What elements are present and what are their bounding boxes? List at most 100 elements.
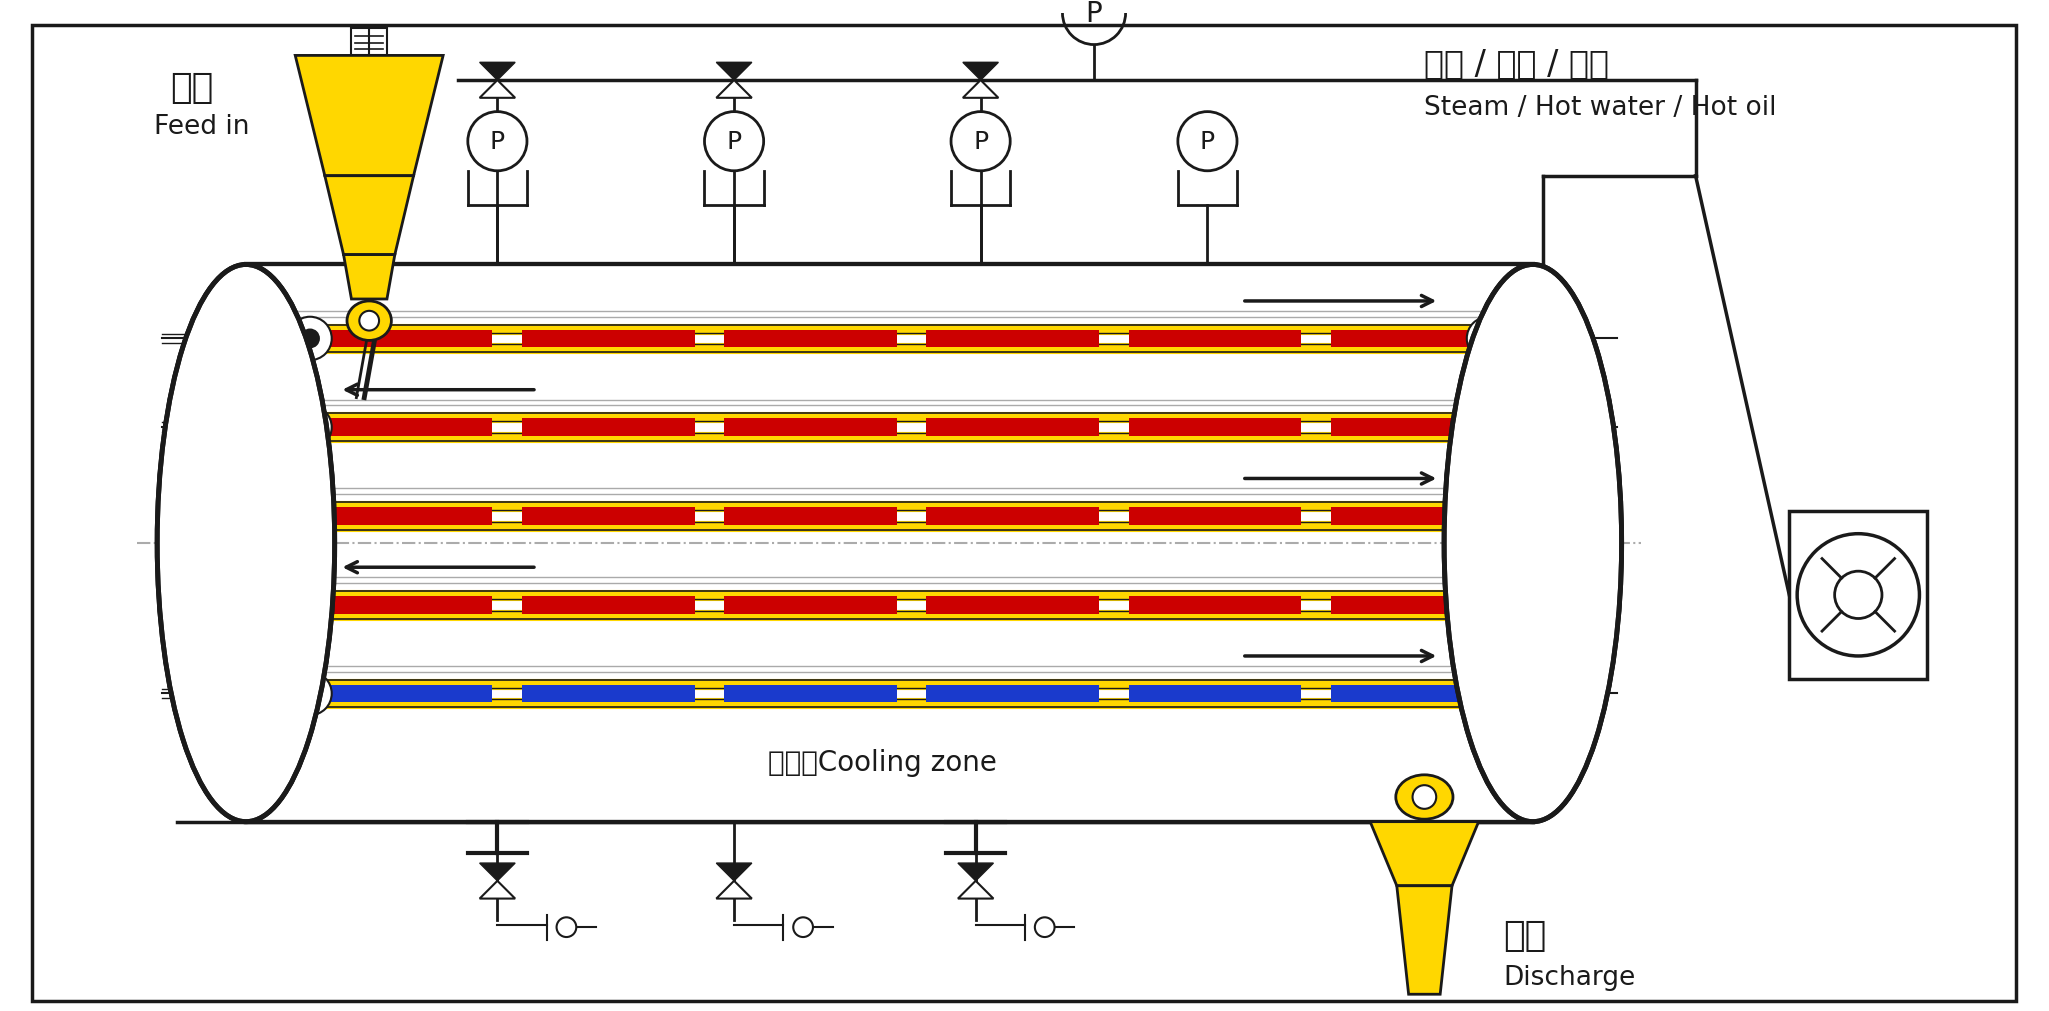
Bar (1330, 419, 1488, 437)
Ellipse shape (158, 265, 334, 822)
Circle shape (289, 672, 332, 716)
Circle shape (1035, 917, 1055, 937)
Polygon shape (479, 881, 514, 899)
Text: P: P (973, 130, 988, 154)
Ellipse shape (1445, 265, 1621, 822)
Circle shape (1467, 583, 1510, 627)
Bar (723, 684, 897, 703)
Circle shape (1467, 494, 1510, 538)
Bar (1129, 596, 1301, 614)
Text: 出料: 出料 (1504, 918, 1547, 952)
Polygon shape (295, 57, 443, 177)
Polygon shape (326, 177, 414, 256)
Circle shape (301, 419, 320, 437)
Bar (1129, 331, 1301, 348)
Text: 冷却区Cooling zone: 冷却区Cooling zone (768, 749, 996, 776)
Circle shape (1412, 786, 1436, 809)
Bar (352, 28, 387, 57)
Bar (522, 419, 695, 437)
Bar (1129, 684, 1301, 703)
Circle shape (951, 112, 1010, 172)
Polygon shape (959, 881, 994, 899)
Bar (246, 265, 1533, 822)
Ellipse shape (1445, 265, 1621, 822)
Bar (723, 596, 897, 614)
Polygon shape (717, 81, 752, 99)
Circle shape (289, 406, 332, 450)
Polygon shape (1371, 822, 1479, 886)
Polygon shape (717, 64, 752, 81)
Bar (522, 508, 695, 526)
Bar (522, 331, 695, 348)
Polygon shape (479, 81, 514, 99)
Text: Feed in: Feed in (154, 114, 250, 141)
Polygon shape (959, 863, 994, 881)
Bar (1330, 596, 1488, 614)
Bar (1129, 508, 1301, 526)
Bar (522, 596, 695, 614)
Bar (723, 508, 897, 526)
Circle shape (1467, 406, 1510, 450)
Text: P: P (490, 130, 504, 154)
Circle shape (1467, 672, 1510, 716)
Ellipse shape (1395, 775, 1453, 819)
Polygon shape (717, 881, 752, 899)
Circle shape (301, 684, 320, 703)
Text: P: P (1201, 130, 1215, 154)
Ellipse shape (346, 301, 391, 341)
Text: P: P (727, 130, 742, 154)
Bar (926, 684, 1098, 703)
Circle shape (301, 596, 320, 614)
Text: 蕊汽 / 热水 / 热油: 蕊汽 / 热水 / 热油 (1424, 47, 1608, 80)
Circle shape (1178, 112, 1238, 172)
Bar (320, 419, 492, 437)
Ellipse shape (158, 265, 334, 822)
Circle shape (289, 583, 332, 627)
Bar (1789, 512, 1928, 679)
Bar (1129, 419, 1301, 437)
Circle shape (1479, 508, 1498, 526)
Circle shape (1479, 419, 1498, 437)
Circle shape (301, 508, 320, 526)
Circle shape (289, 494, 332, 538)
Bar (926, 419, 1098, 437)
Bar (1330, 331, 1488, 348)
Circle shape (1797, 534, 1920, 656)
Text: Steam / Hot water / Hot oil: Steam / Hot water / Hot oil (1424, 95, 1776, 120)
Bar (723, 419, 897, 437)
Circle shape (289, 317, 332, 361)
Bar (926, 596, 1098, 614)
Polygon shape (717, 863, 752, 881)
Circle shape (1063, 0, 1125, 45)
Bar (1330, 684, 1488, 703)
Bar (320, 596, 492, 614)
Bar (320, 508, 492, 526)
Polygon shape (344, 256, 395, 299)
Text: Discharge: Discharge (1504, 964, 1635, 991)
Circle shape (467, 112, 527, 172)
Bar (320, 331, 492, 348)
Circle shape (301, 331, 320, 348)
Circle shape (359, 311, 379, 332)
Polygon shape (963, 81, 998, 99)
Bar (926, 331, 1098, 348)
Text: 进料: 进料 (170, 71, 213, 105)
Circle shape (557, 917, 576, 937)
Circle shape (1467, 317, 1510, 361)
Polygon shape (479, 863, 514, 881)
Circle shape (1479, 331, 1498, 348)
Polygon shape (963, 64, 998, 81)
Circle shape (1834, 571, 1881, 619)
Circle shape (1479, 684, 1498, 703)
Text: P: P (1086, 0, 1102, 28)
Polygon shape (1397, 886, 1453, 994)
Circle shape (1479, 596, 1498, 614)
Bar (320, 684, 492, 703)
Bar (522, 684, 695, 703)
Bar (1330, 508, 1488, 526)
Circle shape (793, 917, 813, 937)
Polygon shape (479, 64, 514, 81)
Bar (723, 331, 897, 348)
Circle shape (705, 112, 764, 172)
Bar (926, 508, 1098, 526)
